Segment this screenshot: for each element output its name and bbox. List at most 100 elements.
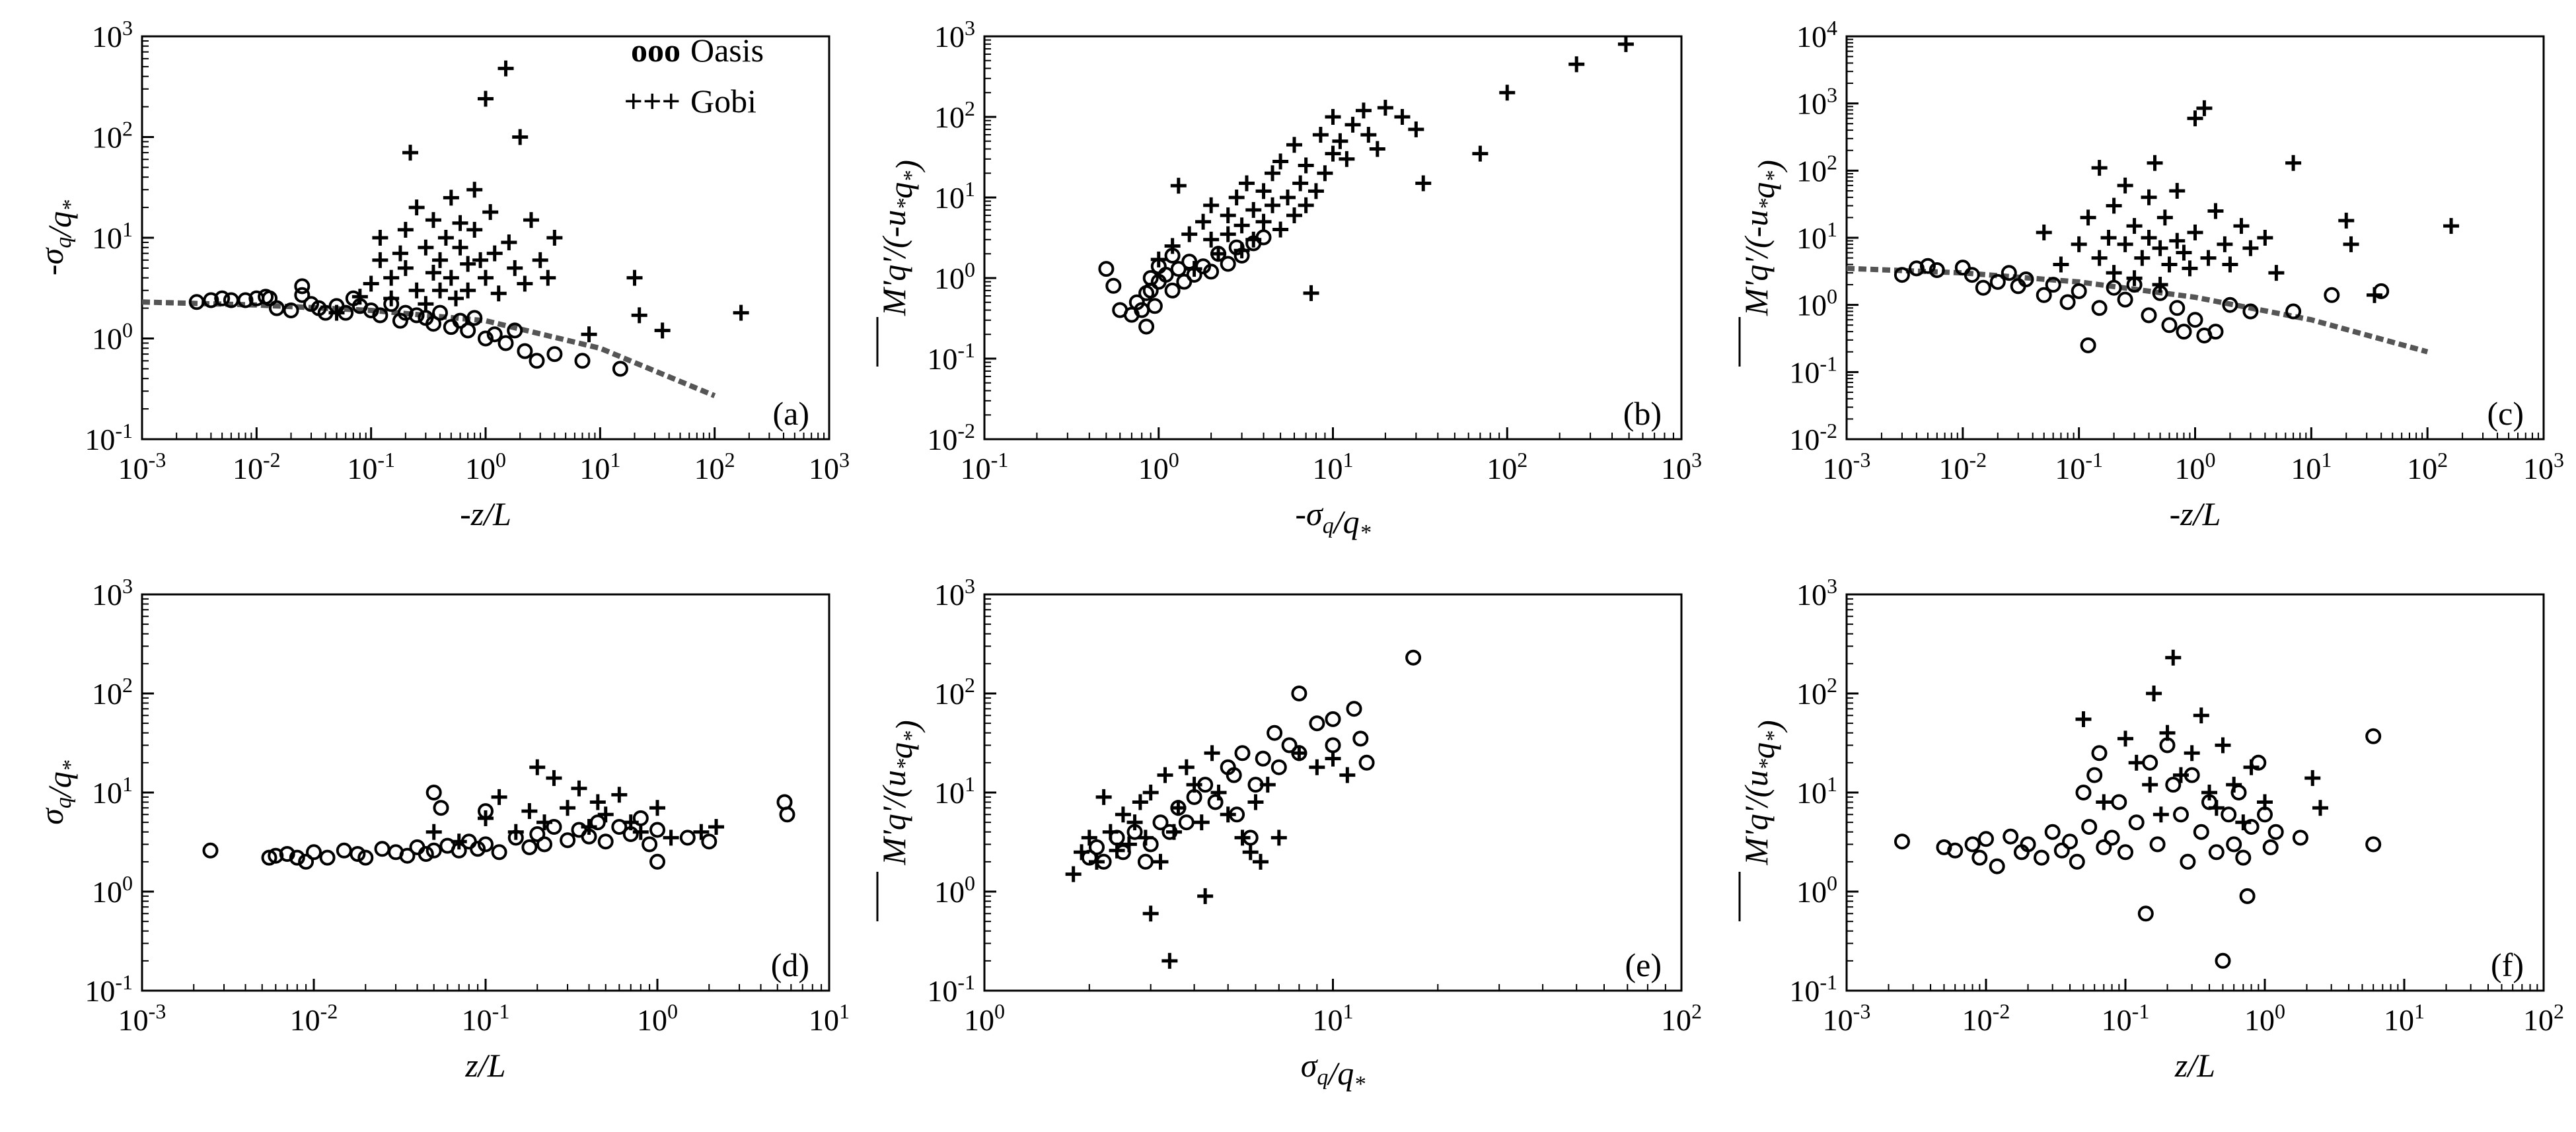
oasis-point <box>649 853 665 870</box>
x-tick-label: 101 <box>579 448 620 485</box>
gobi-point <box>466 221 483 238</box>
gobi-point <box>447 290 464 306</box>
oasis-point <box>521 839 538 855</box>
panel-label: (e) <box>1625 946 1662 983</box>
gobi-point <box>2053 256 2069 273</box>
gobi-point <box>1265 165 1281 182</box>
gobi-point <box>597 806 614 823</box>
oasis-point <box>357 849 374 866</box>
oasis-point <box>1894 833 1910 850</box>
oasis-point <box>611 819 628 835</box>
oasis-point <box>1270 759 1287 775</box>
gobi-point <box>1270 830 1287 846</box>
oasis-point <box>1137 853 1154 870</box>
gobi-point <box>1332 133 1348 149</box>
gobi-point <box>2226 777 2242 793</box>
gobi-point <box>491 789 507 805</box>
x-tick-label: 100 <box>964 999 1005 1037</box>
y-tick-label: 100 <box>934 871 975 909</box>
oasis-point <box>2324 287 2340 303</box>
gobi-point <box>2243 759 2260 775</box>
x-tick-label: 10-2 <box>1962 999 2010 1037</box>
oasis-point <box>1352 730 1369 747</box>
gobi-point <box>1298 197 1314 213</box>
x-tick-label: 102 <box>2523 999 2564 1037</box>
panel-c: 10-3 10-2 10-1 100 101 102 10310-210-110010110… <box>1738 16 2564 532</box>
gobi-point <box>1170 178 1187 194</box>
fit-line <box>1847 265 2429 355</box>
x-tick-label: 102 <box>2407 448 2448 485</box>
oasis-point <box>2117 844 2133 861</box>
gobi-point <box>2257 794 2273 810</box>
x-tick-label: 10-2 <box>1939 448 1987 485</box>
oasis-point <box>460 322 476 339</box>
gobi-point <box>432 252 449 268</box>
gobi-point <box>1255 213 1272 230</box>
oasis-point <box>2096 839 2112 855</box>
gobi-point <box>2106 265 2122 281</box>
y-tick-label: 103 <box>1796 83 1837 121</box>
oasis-point <box>452 312 468 329</box>
oasis-point <box>1309 715 1325 732</box>
gobi-point <box>397 260 414 276</box>
oasis-point <box>478 330 494 347</box>
oasis-point <box>1291 686 1307 701</box>
x-tick-label: 10-3 <box>118 448 166 485</box>
y-tick-label: 10-1 <box>1789 970 1837 1008</box>
oasis-point <box>1128 294 1145 310</box>
x-axis-label: -σq/q* <box>1295 495 1370 545</box>
x-tick-label: 10-1 <box>347 448 395 485</box>
gobi-point <box>1339 151 1355 167</box>
gobi-point <box>1142 785 1159 800</box>
gobi-point <box>1255 183 1272 199</box>
gobi-point <box>2152 240 2168 256</box>
oasis-point <box>374 841 390 857</box>
oasis-point <box>1929 262 1945 278</box>
gobi-point <box>1074 844 1090 861</box>
oasis-point <box>1346 701 1362 717</box>
y-tick-label: 101 <box>92 217 133 255</box>
gobi-point <box>1195 213 1212 230</box>
gobi-point <box>1272 153 1289 170</box>
oasis-point <box>470 841 486 857</box>
oasis-point <box>486 326 503 343</box>
gobi-point <box>1081 830 1097 846</box>
oasis-point <box>1267 725 1283 741</box>
gobi-point <box>654 322 671 339</box>
gobi-point <box>1325 145 1341 162</box>
x-tick-label: 10-2 <box>233 448 281 485</box>
x-tick-label: 10-1 <box>2102 999 2150 1037</box>
oasis-point <box>2208 844 2225 861</box>
gobi-point <box>2146 686 2162 701</box>
gobi-point <box>1307 183 1324 199</box>
oasis-point <box>1226 767 1242 783</box>
x-axis-label: -z/L <box>2170 495 2221 532</box>
panel-label: (c) <box>2487 395 2524 432</box>
x-tick-label: 100 <box>2175 448 2216 485</box>
gobi-point <box>1298 157 1314 174</box>
gobi-point <box>2257 230 2273 246</box>
plot-area <box>142 60 749 398</box>
oasis-point <box>1919 258 1936 274</box>
oasis-point <box>1105 277 1122 294</box>
oasis-point <box>397 304 414 321</box>
gobi-point <box>501 234 517 250</box>
gobi-point <box>507 824 524 840</box>
gobi-point <box>425 824 442 840</box>
gobi-point <box>392 245 408 262</box>
gobi-point <box>432 282 449 299</box>
y-tick-label: 103 <box>934 16 975 53</box>
x-tick-label: 10-2 <box>290 999 338 1037</box>
gobi-point <box>1137 830 1154 846</box>
oasis-point <box>1152 814 1169 831</box>
oasis-point <box>546 819 562 835</box>
gobi-point <box>2366 287 2382 303</box>
gobi-point <box>2036 224 2052 240</box>
oasis-point <box>597 833 614 850</box>
oasis-point <box>319 849 336 866</box>
gobi-point <box>2217 236 2233 252</box>
oasis-point <box>1170 261 1187 277</box>
oasis-point <box>1964 836 1981 853</box>
gobi-point <box>1252 853 1269 870</box>
oasis-point <box>2104 830 2120 846</box>
